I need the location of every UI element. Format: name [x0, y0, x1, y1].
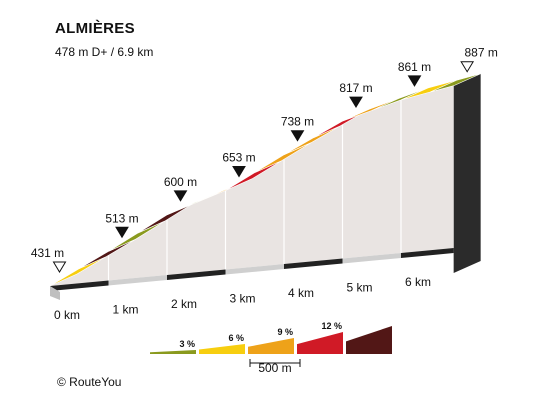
open-triangle-marker	[460, 61, 475, 73]
filled-triangle-marker	[349, 96, 363, 109]
legend-wedge	[248, 338, 294, 354]
km-tick-label: 0 km	[54, 308, 80, 322]
altitude-label: 600 m	[164, 175, 197, 189]
altitude-label: 817 m	[339, 81, 372, 95]
profile-start-face	[50, 286, 60, 300]
filled-triangle-marker	[232, 165, 246, 178]
open-triangle-marker	[52, 261, 67, 273]
legend-grade-label: 6 %	[228, 333, 244, 343]
km-tick-label: 3 km	[229, 292, 255, 306]
altitude-label: 653 m	[222, 150, 255, 164]
km-tick-label: 6 km	[405, 275, 431, 289]
altitude-label: 887 m	[464, 46, 497, 60]
filled-triangle-marker	[407, 75, 422, 87]
floor-band	[167, 269, 226, 280]
altitude-label: 513 m	[105, 211, 138, 225]
profile-top-surface	[49, 73, 481, 287]
filled-triangle-marker	[290, 130, 305, 142]
altitude-label: 861 m	[398, 60, 431, 74]
filled-triangle-marker	[115, 226, 129, 239]
legend-grade-label: 9 %	[277, 327, 293, 337]
profile-wall	[50, 85, 454, 287]
altitude-label: 738 m	[281, 115, 314, 129]
floor-band	[225, 264, 284, 275]
km-tick-label: 4 km	[288, 286, 314, 300]
chart-subtitle: 478 m D+ / 6.9 km	[55, 45, 154, 59]
altitude-label: 431 m	[31, 246, 64, 260]
km-tick-label: 1 km	[112, 303, 138, 317]
floor-band	[284, 258, 343, 269]
floor-band	[401, 248, 454, 258]
legend-wedge	[297, 332, 343, 354]
km-tick-label: 5 km	[346, 281, 372, 295]
legend-grade-label: 12 %	[321, 321, 342, 331]
legend-grade-label: 3 %	[179, 339, 195, 349]
legend-wedge	[346, 326, 392, 354]
km-tick-label: 2 km	[171, 297, 197, 311]
distance-axis: 0 km 1 km 2 km 3 km 4 km 5 km 6 km	[54, 275, 431, 322]
chart-title: ALMIÈRES	[55, 20, 135, 37]
floor-band	[342, 253, 401, 264]
floor-band	[50, 280, 109, 291]
profile-end-face	[453, 73, 481, 274]
routeyou-credit: © RouteYou	[57, 375, 122, 389]
legend-wedge	[150, 350, 196, 354]
gradient-legend: 3 % 6 % 9 % 12 % 500 m	[150, 321, 392, 375]
floor-band	[108, 275, 167, 286]
filled-triangle-marker	[173, 190, 188, 202]
altitude-markers: 431 m 513 m 600 m 653 m 738 m 817 m 861 m 887 m	[31, 46, 498, 273]
legend-wedge	[199, 344, 245, 354]
profile-back-face	[453, 73, 481, 274]
profile-front-face	[50, 85, 454, 300]
scale-bar-label: 500 m	[258, 361, 291, 375]
gradient-segment	[430, 73, 481, 93]
